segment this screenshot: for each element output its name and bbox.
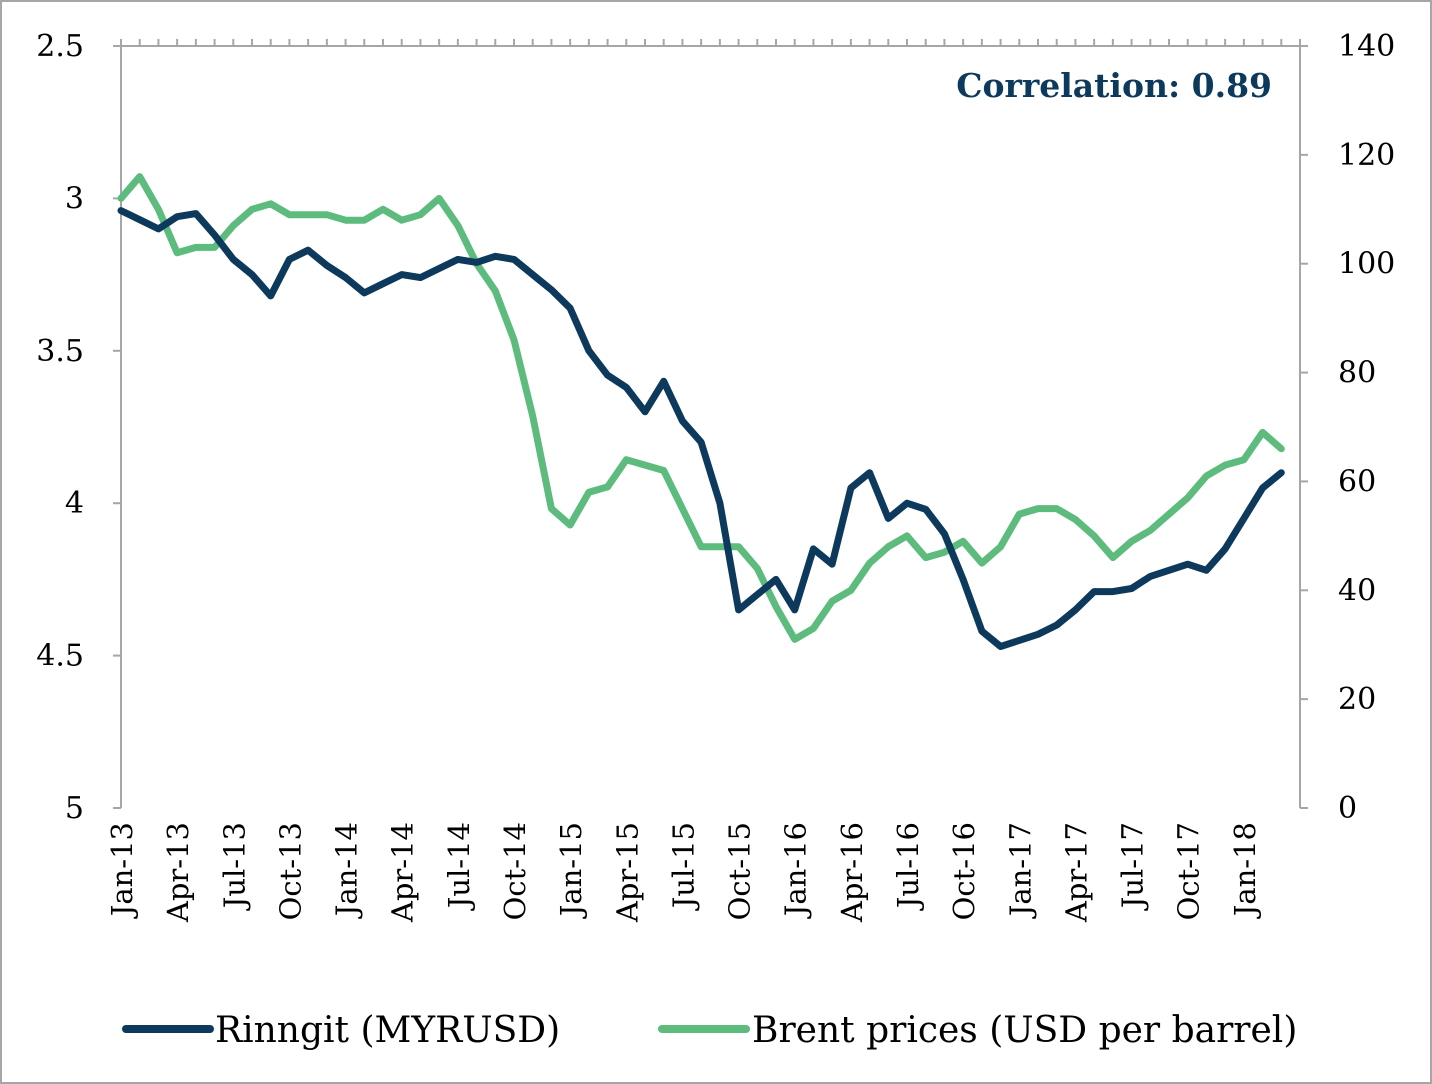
x-tick-label: Jul-14 [442,822,476,911]
x-tick-label: Jul-16 [891,822,925,911]
right-tick-label: 80 [1338,356,1376,391]
x-tick-label: Jul-15 [666,822,700,911]
left-tick-label: 4 [65,486,84,521]
left-tick-label: 4.5 [36,639,84,674]
right-tick-label: 60 [1338,464,1376,499]
x-tick-label: Jul-13 [217,822,251,911]
right-tick-label: 120 [1338,138,1395,173]
x-tick-label: Oct-17 [1172,822,1206,920]
left-axis-ticks: 2.5 3 3.5 4 4.5 5 [36,29,121,826]
x-tick-label: Apr-13 [161,822,195,923]
x-tick-label: Jan-18 [1228,822,1262,919]
correlation-annotation: Correlation: 0.89 [956,66,1272,105]
legend-label-brent: Brent prices (USD per barrel) [752,1010,1297,1051]
axes [120,45,1301,808]
right-tick-label: 0 [1338,791,1357,826]
x-tick-label: Jan-16 [779,822,813,919]
legend-label-ringgit: Rinngit (MYRUSD) [215,1010,560,1051]
right-tick-label: 40 [1338,573,1376,608]
left-tick-label: 3.5 [36,334,84,369]
x-tick-label: Oct-15 [723,822,757,920]
x-axis-ticks: Jan-13 Apr-13 Jul-13 Oct-13 Jan-14 Apr-14 Jul-… [105,39,1301,923]
x-tick-label: Oct-14 [498,822,532,920]
right-axis-ticks: 0 20 40 60 80 100 120 140 [1300,29,1395,826]
x-tick-label: Jul-17 [1116,822,1150,911]
x-tick-label: Jan-17 [1003,822,1037,919]
left-tick-label: 3 [65,181,84,216]
x-tick-label: Apr-16 [835,822,869,923]
x-tick-label: Jan-14 [330,822,364,919]
series-line-brent [117,173,1285,643]
x-tick-label: Apr-14 [386,822,420,923]
right-tick-label: 100 [1338,247,1395,282]
x-tick-label: Oct-16 [947,822,981,920]
left-tick-label: 2.5 [36,29,84,64]
legend: Rinngit (MYRUSD) Brent prices (USD per b… [122,1010,1297,1051]
series-line-ringgit [117,207,1285,650]
x-tick-label: Apr-15 [610,822,644,923]
x-tick-label: Jan-15 [554,822,588,919]
x-tick-label: Oct-13 [273,822,307,920]
series-layer [117,173,1285,650]
right-tick-label: 140 [1338,29,1395,64]
x-tick-label: Apr-17 [1059,822,1093,923]
right-tick-label: 20 [1338,682,1376,717]
x-tick-label: Jan-13 [105,822,139,919]
left-tick-label: 5 [65,791,84,826]
